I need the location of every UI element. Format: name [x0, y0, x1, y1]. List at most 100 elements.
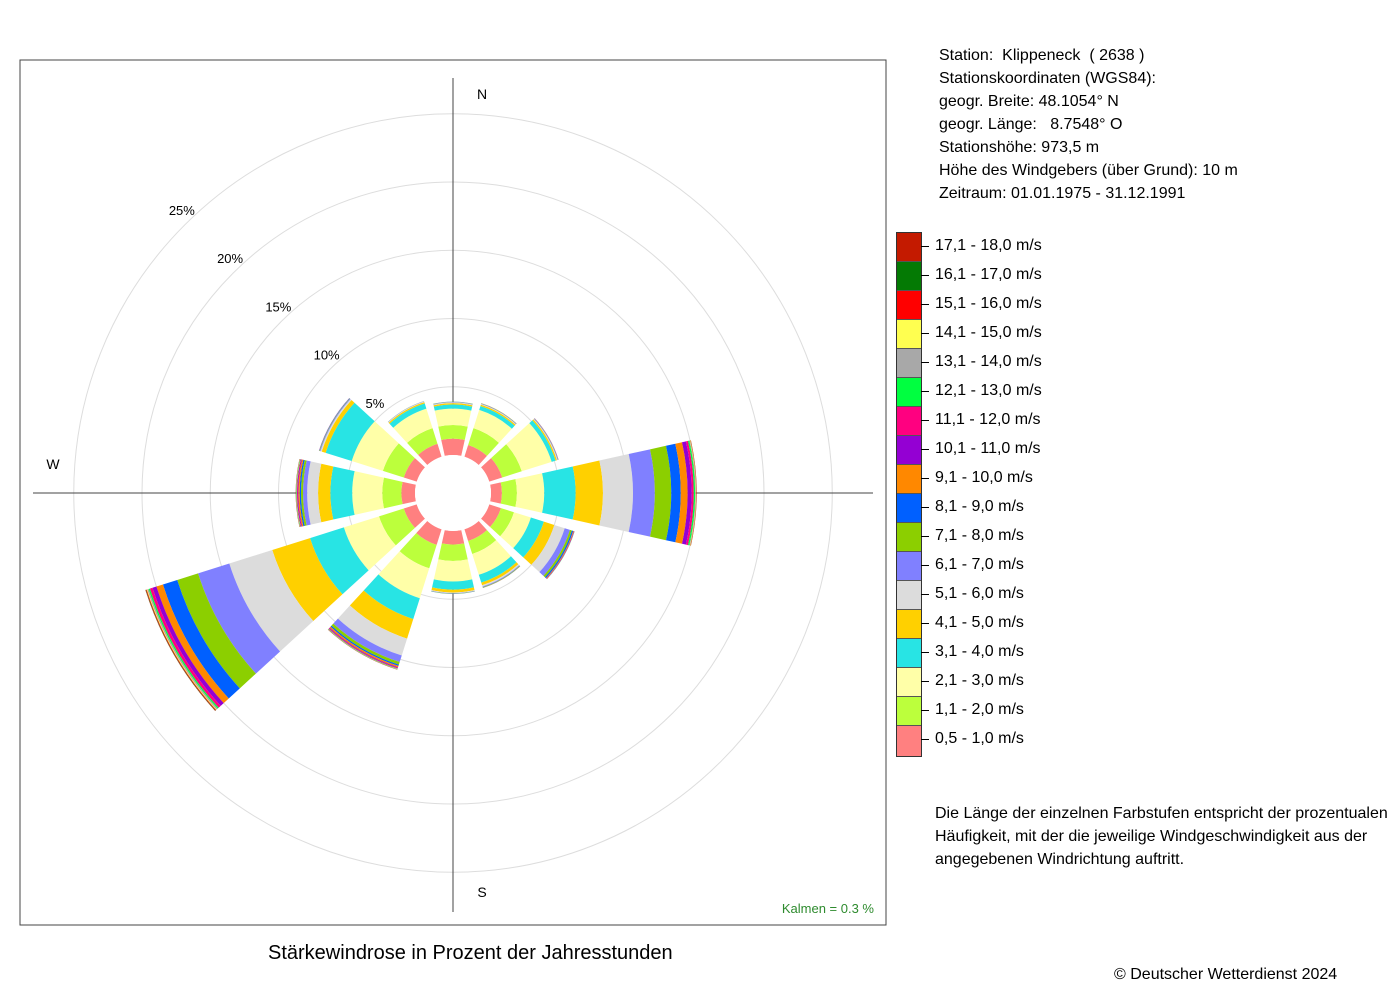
legend-label: 2,1 - 3,0 m/s: [935, 672, 1024, 689]
plot-frame: [19, 59, 887, 926]
legend-tick: [921, 710, 929, 711]
legend-tick: [921, 536, 929, 537]
rose-segment: [331, 623, 400, 665]
coords-title: Stationskoordinaten (WGS84):: [939, 70, 1156, 87]
rose-segment: [303, 460, 311, 526]
legend-swatch: [897, 610, 921, 639]
calm-label: Kalmen = 0.3 %: [782, 901, 875, 916]
rose-segment: [296, 459, 301, 527]
rose-segment: [531, 524, 565, 573]
ring-label: 10%: [314, 348, 340, 363]
legend-label: 16,1 - 17,0 m/s: [935, 266, 1042, 283]
legend-swatch: [897, 465, 921, 494]
rose-segment: [295, 458, 300, 528]
rose-segment: [682, 441, 692, 545]
rose-segment: [689, 440, 697, 546]
rose-segment: [297, 459, 302, 527]
rose-segment: [523, 521, 555, 565]
legend-label: 3,1 - 4,0 m/s: [935, 643, 1024, 660]
rose-segment: [479, 405, 515, 429]
rose-segment: [431, 591, 475, 594]
legend-label: 5,1 - 6,0 m/s: [935, 585, 1024, 602]
legend-label: 0,5 - 1,0 m/s: [935, 730, 1024, 747]
rose-segment: [532, 419, 557, 461]
rose-segment: [690, 440, 697, 546]
rose-segment: [464, 445, 487, 465]
rose-segment: [433, 404, 473, 411]
legend-tick: [921, 478, 929, 479]
rose-segment: [468, 428, 499, 456]
rose-segment: [542, 466, 576, 520]
rose-segment: [399, 533, 437, 569]
station-height: Stationshöhe: 973,5 m: [939, 139, 1100, 156]
rose-segment: [295, 459, 300, 527]
latitude: geogr. Breite: 48.1054° N: [939, 93, 1119, 110]
rose-segment: [296, 459, 300, 527]
rose-segment: [272, 538, 343, 622]
legend-swatch: [897, 407, 921, 436]
rose-segment: [401, 481, 416, 505]
rose-segment: [690, 440, 697, 546]
rose-segment: [490, 508, 514, 537]
rose-segment: [490, 482, 502, 504]
legend-tick: [921, 623, 929, 624]
rose-segment: [295, 458, 300, 528]
legend-tick: [921, 246, 929, 247]
legend-label: 13,1 - 14,0 m/s: [935, 353, 1042, 370]
rose-segment: [481, 458, 503, 482]
rose-segment: [177, 573, 256, 689]
legend-tick: [921, 681, 929, 682]
rose-segment: [473, 409, 512, 443]
legend-label: 10,1 - 11,0 m/s: [935, 440, 1041, 457]
rose-segment: [162, 579, 240, 699]
rose-segment: [434, 408, 472, 427]
longitude: geogr. Länge: 8.7548° O: [939, 116, 1123, 133]
ring-label: 15%: [265, 299, 291, 314]
rose-segment: [389, 403, 427, 428]
rose-segment: [515, 473, 545, 513]
rose-segment: [318, 463, 334, 523]
legend-label: 7,1 - 8,0 m/s: [935, 527, 1024, 544]
rose-segment: [301, 460, 307, 526]
legend-label: 12,1 - 13,0 m/s: [935, 382, 1042, 399]
rose-segment: [330, 466, 355, 520]
rose-segment: [431, 590, 475, 594]
rose-segment: [152, 586, 224, 706]
rose-segment: [363, 574, 420, 620]
rose-segment: [310, 527, 369, 595]
rose-segment: [506, 423, 552, 472]
legend-swatch: [897, 494, 921, 523]
rose-segment: [156, 584, 229, 704]
legend-label: 4,1 - 5,0 m/s: [935, 614, 1024, 631]
legend-swatch: [897, 639, 921, 668]
legend-swatch: [897, 523, 921, 552]
calm-circle: [415, 455, 491, 531]
rose-segment: [388, 402, 425, 424]
wind-rose-chart: 5% 10% 15% 20% 25% N W S Kalmen = 0.3 %: [19, 59, 887, 926]
rose-segment: [464, 521, 487, 541]
rose-segment: [352, 471, 384, 515]
legend-label: 15,1 - 16,0 m/s: [935, 295, 1042, 312]
legend-swatch: [897, 697, 921, 726]
legend-label: 14,1 - 15,0 m/s: [935, 324, 1042, 341]
rose-segment: [337, 605, 408, 656]
legend-label: 17,1 - 18,0 m/s: [935, 237, 1042, 254]
direction-label-w: W: [46, 456, 60, 472]
ring-label: 20%: [217, 251, 243, 266]
legend-swatch: [897, 552, 921, 581]
rose-segment: [481, 504, 501, 527]
rose-segment: [382, 443, 415, 478]
rose-segment: [349, 590, 414, 639]
legend-tick: [921, 391, 929, 392]
rose-segment: [690, 440, 697, 546]
legend-swatch: [897, 668, 921, 697]
rose-segment: [382, 477, 403, 509]
legend-label: 6,1 - 7,0 m/s: [935, 556, 1024, 573]
ring-label: 25%: [169, 203, 195, 218]
rose-segment: [480, 404, 516, 426]
explanation-note: Die Länge der einzelnen Farbstufen entsp…: [935, 805, 1388, 868]
station-info: Station: Klippeneck ( 2638 ) Stationskoo…: [939, 44, 1238, 205]
rose-segment: [539, 528, 570, 576]
rose-segment: [418, 443, 442, 465]
legend-swatch: [897, 349, 921, 378]
